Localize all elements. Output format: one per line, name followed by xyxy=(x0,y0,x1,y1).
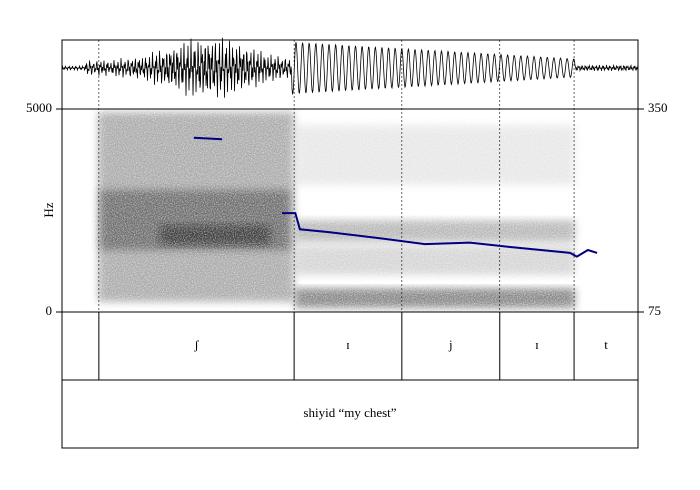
tier-label: shiyid “my chest” xyxy=(303,405,396,420)
y2-tick-label: 75 xyxy=(648,303,661,318)
waveform xyxy=(61,37,639,98)
frame xyxy=(61,39,639,449)
spectrogram xyxy=(62,109,638,312)
tier-label: ʃ xyxy=(193,337,199,352)
tier-label: ɪ xyxy=(346,337,350,352)
pitch-track xyxy=(193,136,598,258)
y-tick-label: 5000 xyxy=(26,100,52,115)
y2-tick-label: 350 xyxy=(648,100,668,115)
tier-label: j xyxy=(448,337,453,352)
tier-label: ɪ xyxy=(535,337,539,352)
y-axis-label: Hz xyxy=(41,202,56,217)
tier-label: t xyxy=(604,337,608,352)
y-tick-label: 0 xyxy=(46,303,53,318)
